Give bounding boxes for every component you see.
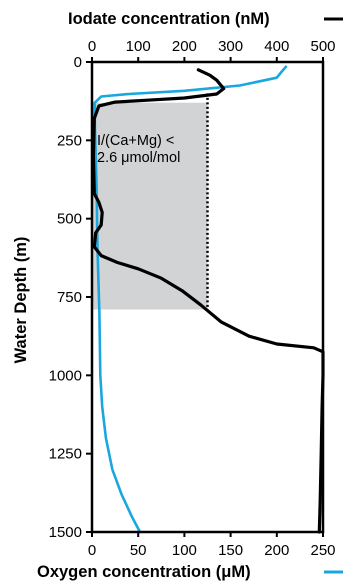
y-tick-label: 750 [57, 289, 82, 306]
bottom-axis-title: Oxygen concentration (μM) [37, 563, 251, 581]
top-x-tick-label: 300 [218, 38, 243, 55]
iodate-series-line [91, 68, 325, 534]
y-tick-label: 1000 [49, 367, 82, 384]
bottom-x-tick-label: 100 [172, 542, 197, 559]
annotation-line-2: 2.6 μmol/mol [97, 150, 180, 166]
bottom-x-tick-label: 200 [264, 542, 289, 559]
top-x-tick-label: 500 [310, 38, 335, 55]
y-tick-label: 1500 [49, 524, 82, 541]
bottom-x-tick-label: 250 [310, 542, 335, 559]
top-x-tick-label: 0 [88, 38, 96, 55]
bottom-x-tick-label: 150 [218, 542, 243, 559]
annotation-line-1: I/(Ca+Mg) < [97, 133, 174, 149]
top-x-tick-label: 400 [264, 38, 289, 55]
y-tick-label: 1250 [49, 446, 82, 463]
bottom-x-tick-label: 50 [130, 542, 147, 559]
top-axis-title: Iodate concentration (nM) [68, 10, 270, 28]
y-axis-title: Water Depth (m) [12, 237, 30, 364]
top-x-tick-label: 200 [172, 38, 197, 55]
plot-area [91, 65, 325, 534]
y-tick-label: 250 [57, 132, 82, 149]
y-tick-label: 0 [74, 54, 82, 71]
y-tick-label: 500 [57, 211, 82, 228]
axes: 0 250 500 750 1000 1250 1500 0 100 200 300 400 500 0 5… [49, 38, 336, 559]
oxygen-series-line [93, 65, 288, 534]
top-x-tick-label: 100 [126, 38, 151, 55]
bottom-x-tick-label: 0 [88, 542, 96, 559]
